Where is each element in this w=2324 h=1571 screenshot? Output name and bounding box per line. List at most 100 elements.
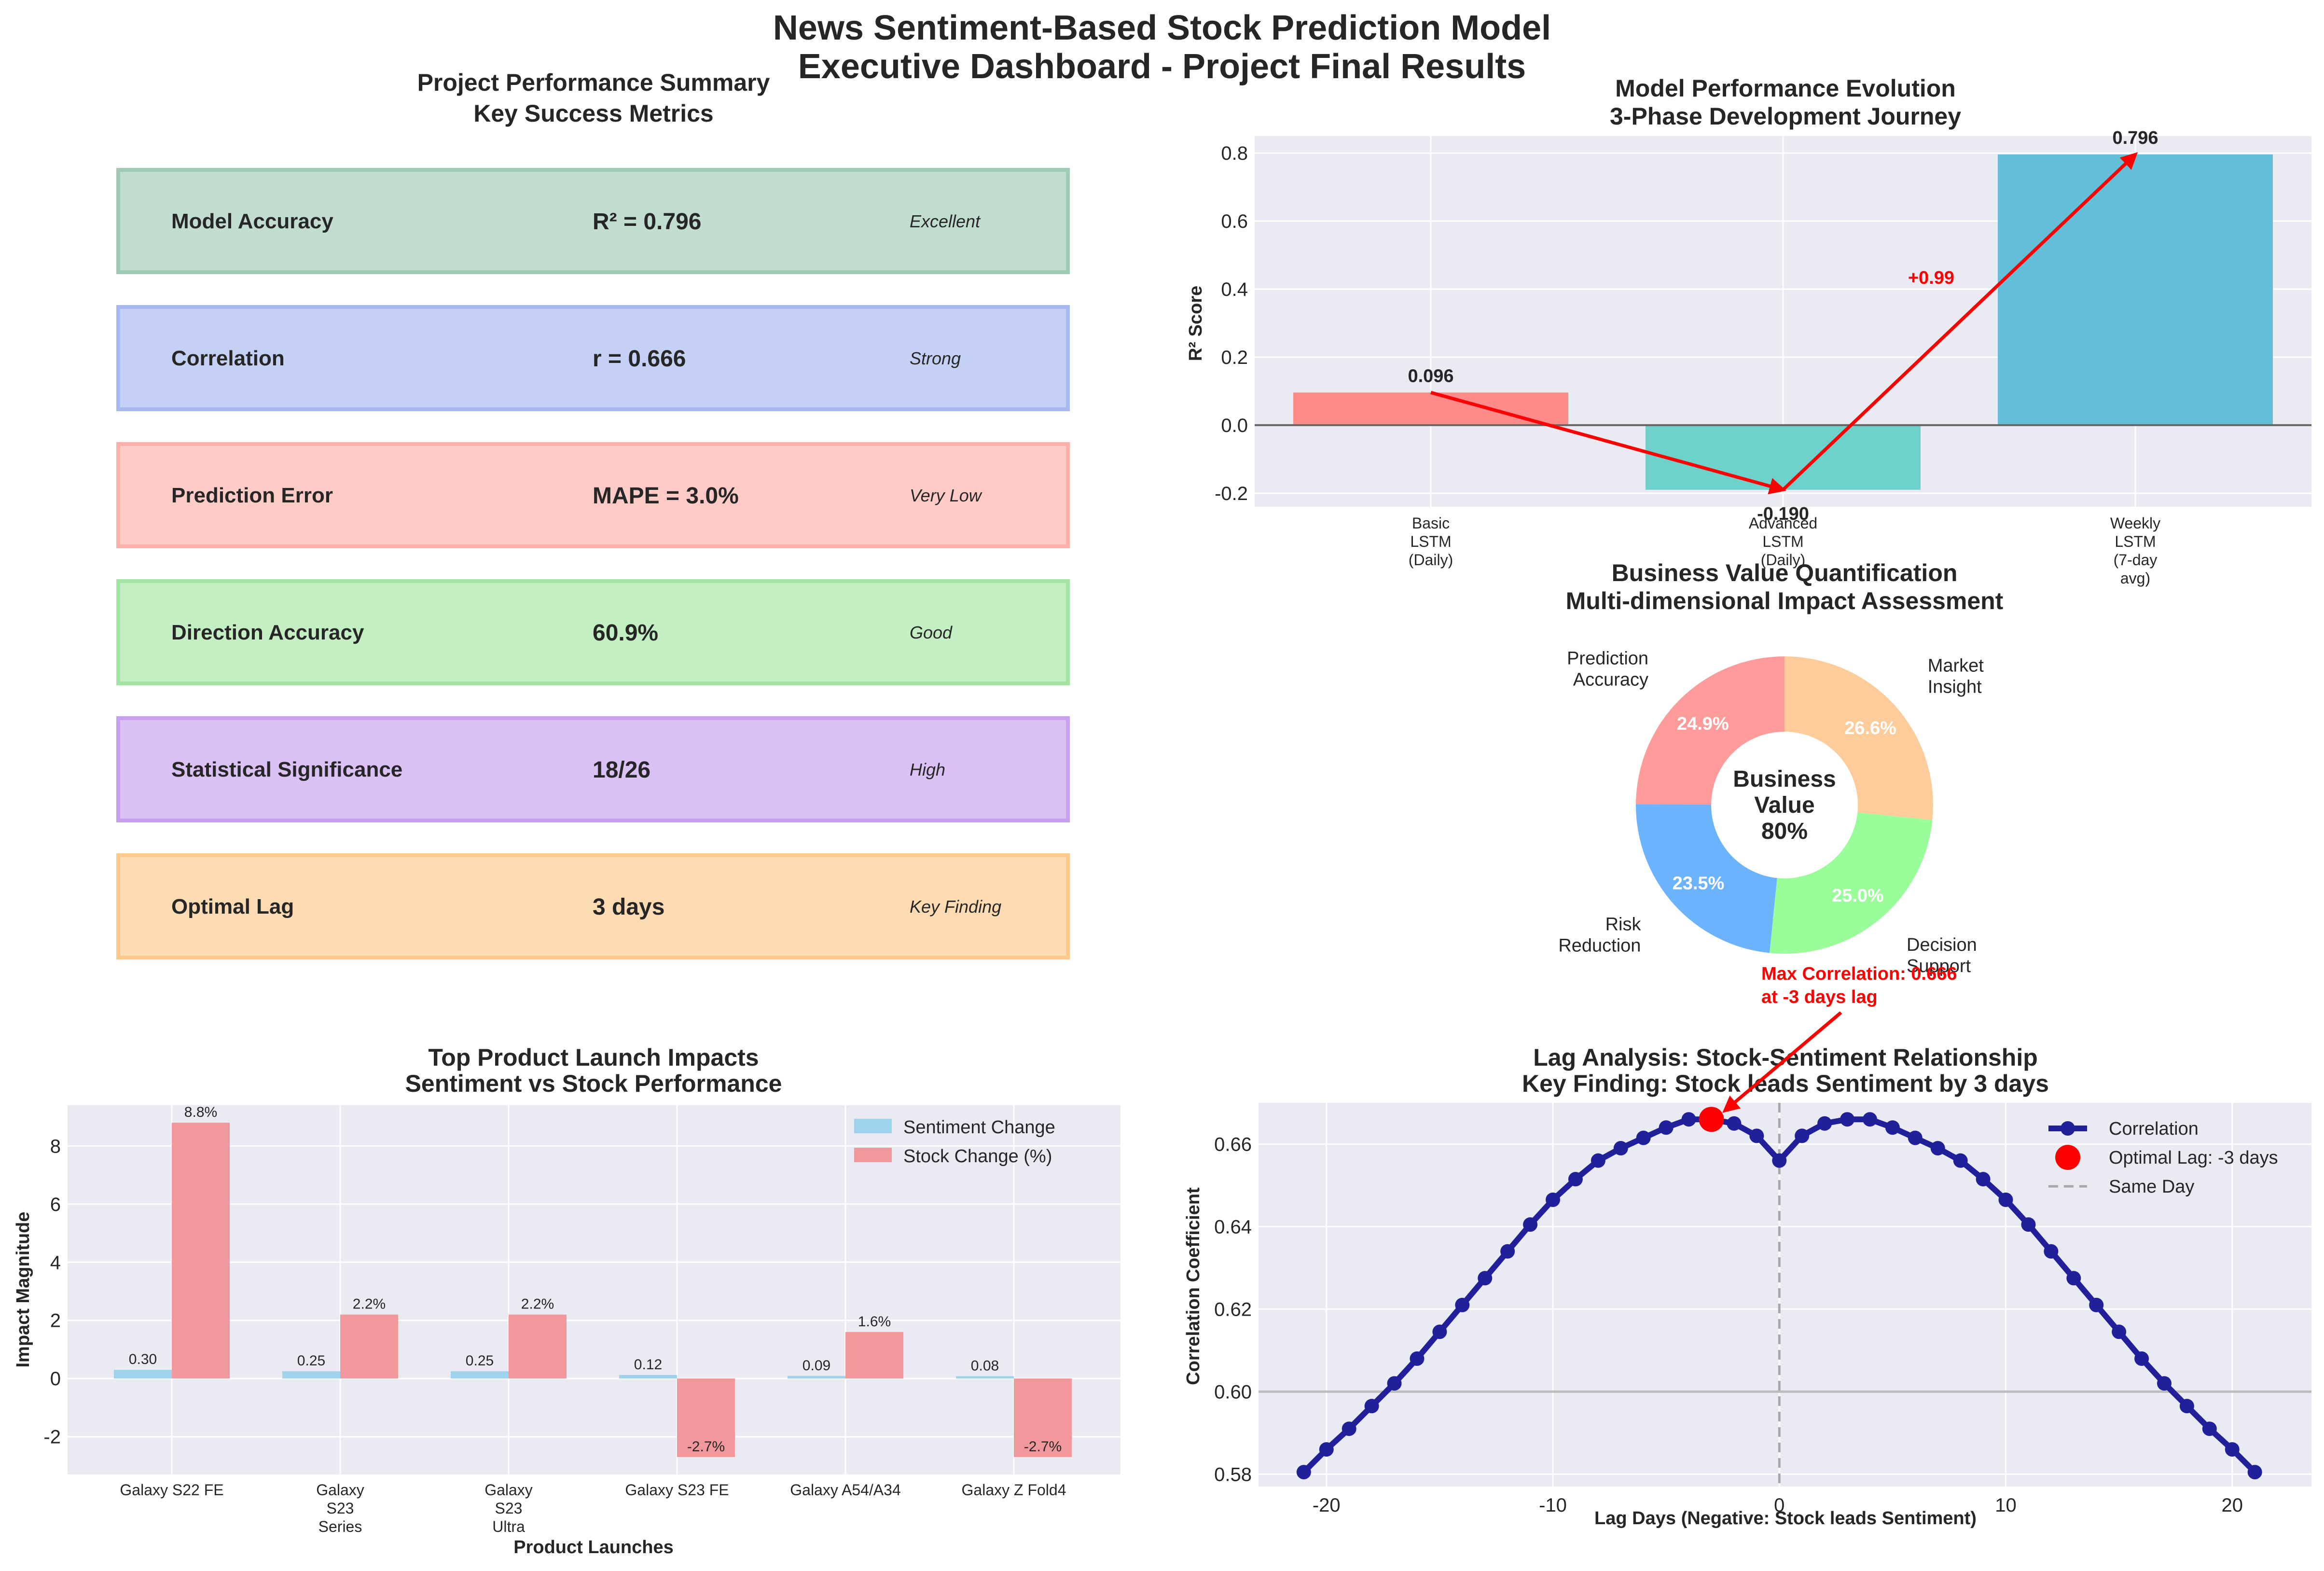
bar [677, 1378, 735, 1457]
data-point [1387, 1376, 1402, 1391]
main-title-line2: Executive Dashboard - Project Final Resu… [798, 47, 1526, 86]
x-tick-label: Galaxy A54/A34 [790, 1481, 900, 1499]
metric-value: 18/26 [593, 757, 650, 783]
bar [788, 1376, 845, 1379]
data-point [1930, 1141, 1945, 1156]
data-point [1795, 1128, 1810, 1143]
annotation-arrow [1722, 1011, 1842, 1113]
y-tick-label: -2 [43, 1427, 61, 1448]
bar-value-label: 0.30 [129, 1351, 157, 1367]
metric-name: Optimal Lag [171, 895, 294, 918]
x-tick-label: Ultra [492, 1518, 525, 1535]
lag-grid [1259, 1103, 2311, 1487]
data-point [1681, 1112, 1696, 1127]
legend-marker [2055, 1145, 2080, 1170]
y-tick-label: 0.2 [1221, 347, 1248, 368]
metric-box [116, 305, 1070, 411]
y-tick-label: 0.64 [1214, 1216, 1252, 1237]
performance-title: Model Performance Evolution [1615, 75, 1956, 102]
y-tick-label: 2 [50, 1310, 61, 1332]
bar [114, 1370, 172, 1379]
data-point [1976, 1172, 1991, 1187]
data-point [1998, 1192, 2013, 1207]
launch-ylabel: Impact Magnitude [13, 1211, 33, 1367]
launch-chart: Top Product Launch Impacts Sentiment vs … [13, 1044, 1120, 1557]
metric-name: Correlation [171, 347, 285, 370]
bar-value-label: 0.25 [297, 1353, 325, 1369]
summary-title: Project Performance Summary [417, 69, 770, 96]
data-point [1953, 1153, 1968, 1168]
metric-value: 3 days [593, 894, 664, 920]
data-point [1749, 1128, 1764, 1143]
legend-label: Stock Change (%) [903, 1146, 1052, 1167]
x-tick-label: 10 [1995, 1495, 2017, 1516]
data-point [1817, 1116, 1832, 1131]
x-tick-label: Galaxy [484, 1481, 533, 1499]
bar-value-label: 1.6% [858, 1314, 891, 1330]
bar-value-label: 2.2% [521, 1296, 554, 1312]
bar [956, 1376, 1014, 1379]
x-tick-label: Advanced [1749, 514, 1817, 532]
pie-center-label: 80% [1761, 819, 1808, 844]
bar [619, 1375, 677, 1379]
launch-grid [68, 1105, 1120, 1474]
legend-label: Optimal Lag: -3 days [2109, 1148, 2278, 1168]
pie-slice-label: Reduction [1558, 935, 1641, 956]
y-tick-label: 0.66 [1214, 1134, 1252, 1155]
business-value-chart: Business Value Quantification Multi-dime… [1558, 559, 2003, 976]
x-tick-label: S23 [495, 1500, 523, 1517]
bar-value-label: -2.7% [1024, 1439, 1062, 1455]
data-point [1908, 1130, 1923, 1145]
business-subtitle: Multi-dimensional Impact Assessment [1566, 587, 2004, 614]
launch-subtitle: Sentiment vs Stock Performance [405, 1070, 782, 1097]
y-tick-label: 0.0 [1221, 415, 1248, 436]
x-tick-label: (Daily) [1409, 551, 1453, 569]
data-point [1840, 1112, 1855, 1127]
bar [1293, 392, 1568, 425]
metric-name: Model Accuracy [171, 209, 333, 233]
y-tick-label: 0.6 [1221, 211, 1248, 232]
y-tick-label: 0.8 [1221, 143, 1248, 164]
bar-value-label: 8.8% [184, 1104, 217, 1120]
data-point [1659, 1120, 1674, 1135]
data-point [2202, 1421, 2217, 1436]
lag-annotation-line1: Max Correlation: 0.666 [1761, 964, 1957, 984]
metric-box [116, 168, 1070, 274]
x-tick-label: LSTM [1410, 533, 1451, 550]
bar [172, 1123, 230, 1379]
trend-arrow [1782, 152, 2138, 491]
pie-slice [1770, 812, 1933, 954]
bar-value-label: 0.12 [634, 1357, 662, 1373]
pie-slice-label: Decision [1907, 935, 1977, 955]
launch-xlabel: Product Launches [513, 1537, 674, 1557]
lag-subtitle: Key Finding: Stock leads Sentiment by 3 … [1522, 1070, 2049, 1097]
pie-slice [1636, 656, 1784, 805]
metric-rating: Excellent [910, 211, 981, 231]
x-tick-label: Galaxy S23 FE [625, 1481, 729, 1499]
launch-title: Top Product Launch Impacts [428, 1044, 759, 1071]
pie-slice-label: Insight [1928, 677, 1982, 697]
metric-name: Statistical Significance [171, 758, 402, 781]
pie-center-label: Business [1733, 766, 1836, 792]
data-point [2021, 1217, 2036, 1232]
data-point [1319, 1442, 1334, 1457]
bar-value-label: 0.25 [466, 1353, 494, 1369]
data-point [2112, 1324, 2127, 1339]
business-title: Business Value Quantification [1612, 559, 1958, 586]
metric-box [116, 579, 1070, 685]
y-tick-label: 8 [50, 1136, 61, 1157]
metric-value: MAPE = 3.0% [593, 483, 739, 509]
performance-subtitle: 3-Phase Development Journey [1610, 103, 1961, 130]
x-tick-label: (Daily) [1761, 551, 1805, 569]
bar-value-label: 2.2% [353, 1296, 386, 1312]
legend-label: Same Day [2109, 1177, 2194, 1197]
pie-slice-label: Market [1928, 656, 1984, 676]
metric-box [116, 853, 1070, 959]
x-tick-label: S23 [327, 1500, 354, 1517]
y-tick-label: 0 [50, 1368, 61, 1390]
data-point [1523, 1217, 1538, 1232]
data-point [1500, 1244, 1515, 1259]
lag-chart: Lag Analysis: Stock-Sentiment Relationsh… [1183, 964, 2311, 1529]
x-tick-label: 0 [1774, 1495, 1784, 1516]
data-point [2247, 1465, 2262, 1480]
